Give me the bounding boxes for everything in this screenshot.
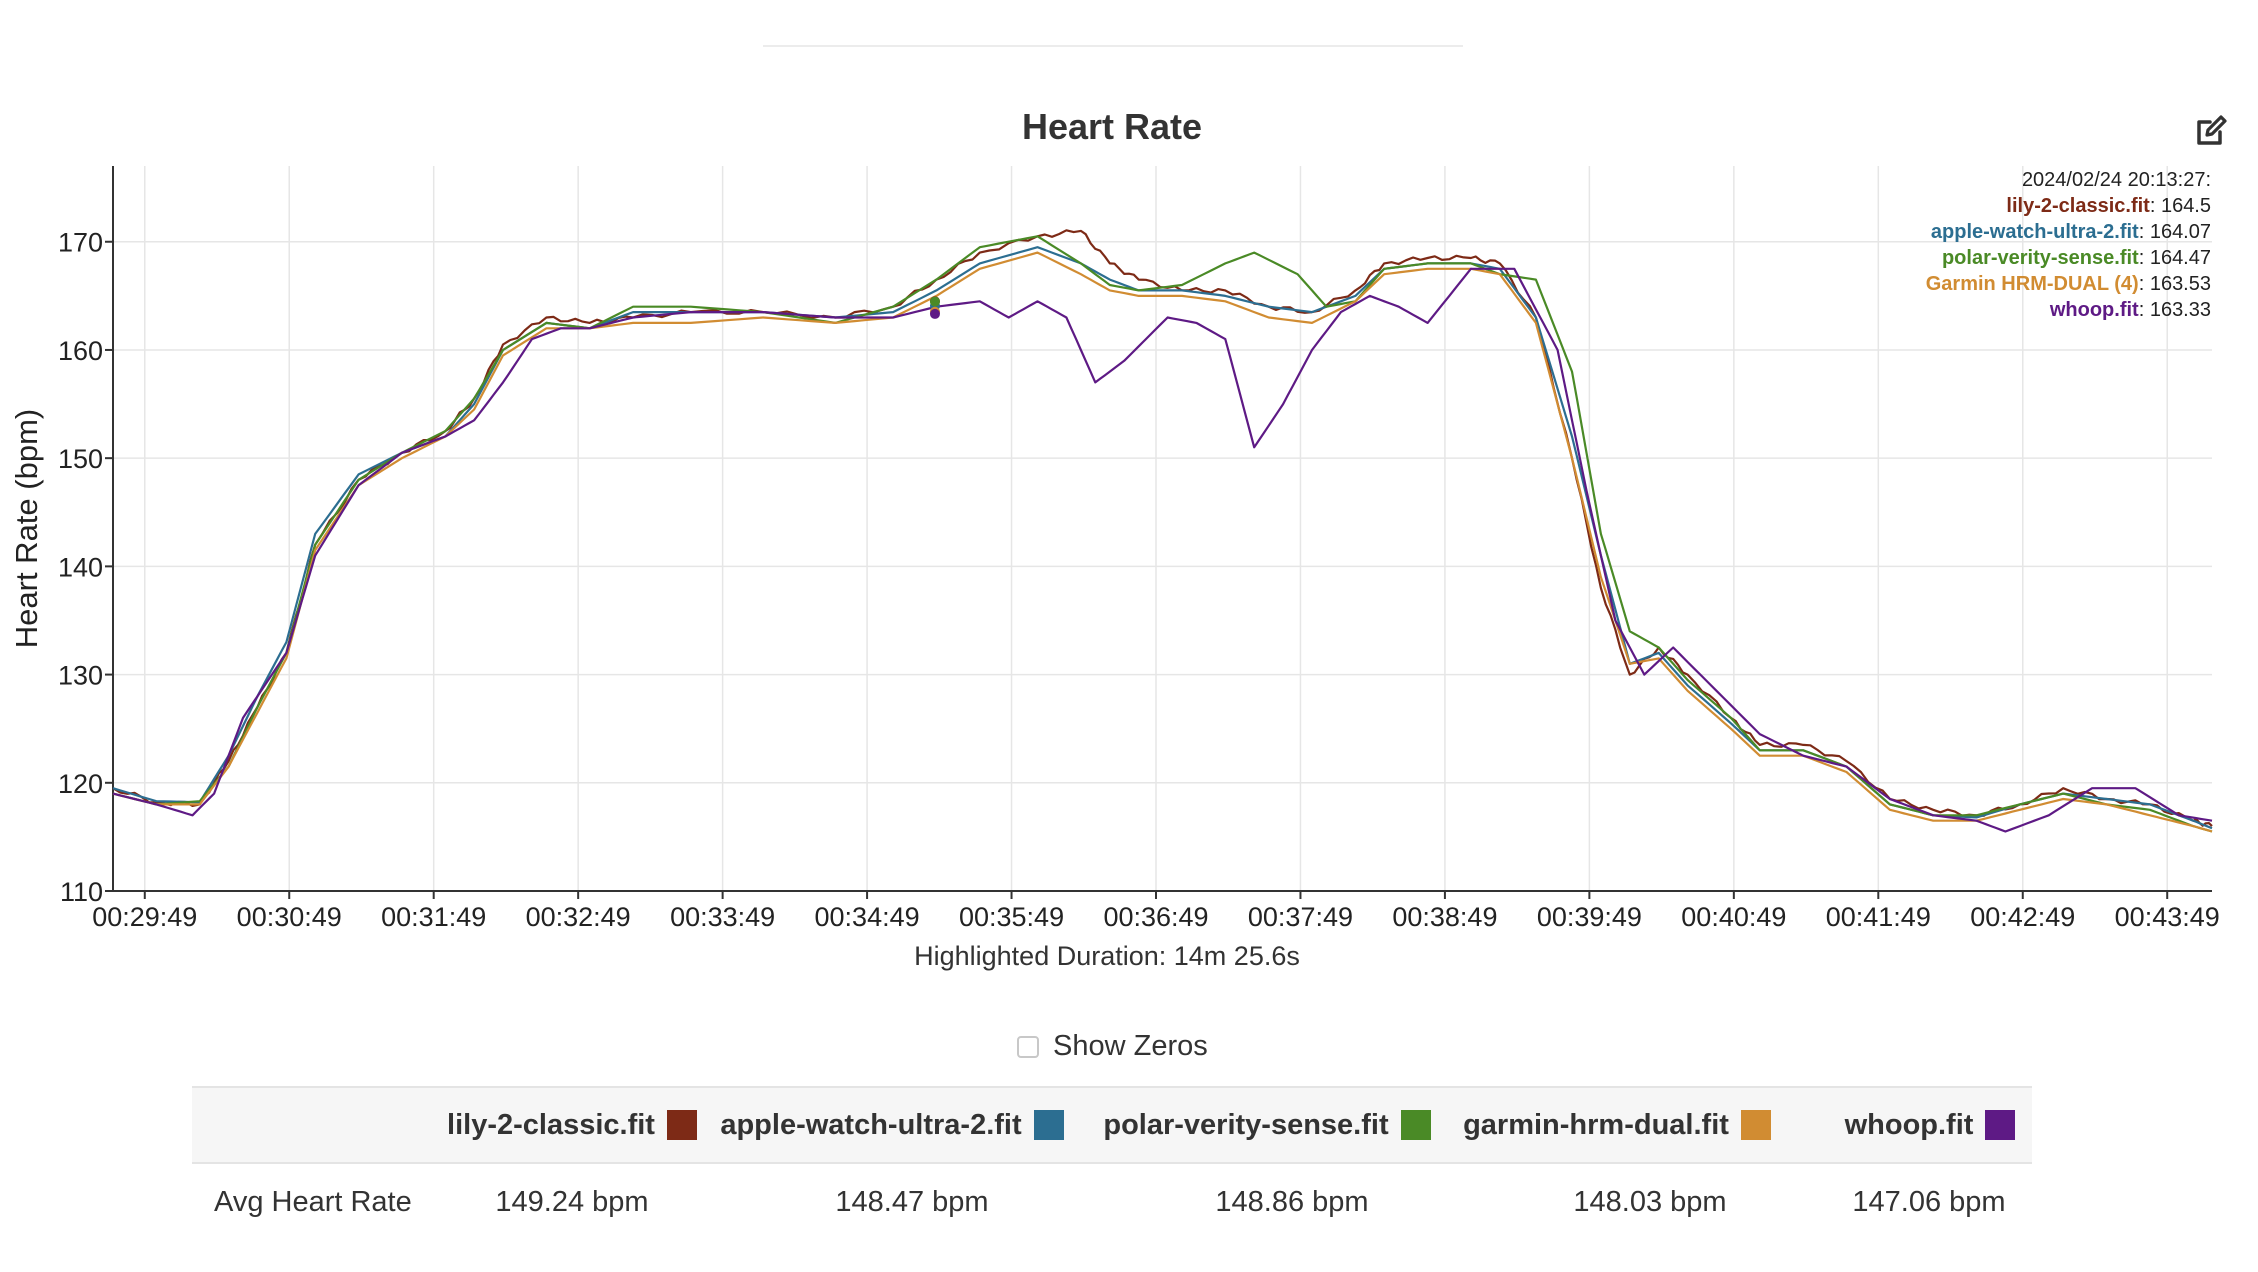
tooltip-entry: Garmin HRM-DUAL (4): 163.53 (1926, 273, 2211, 295)
stats-table: lily-2-classic.fit apple-watch-ultra-2.fi… (192, 1086, 2032, 1240)
series-line-1 (112, 246, 2213, 830)
column-header: garmin-hrm-dual.fit (1357, 1088, 1877, 1162)
x-tick-label: 00:39:49 (1537, 902, 1642, 932)
x-tick-label: 00:35:49 (959, 902, 1064, 932)
x-tick-label: 00:29:49 (92, 902, 197, 932)
column-header: lily-2-classic.fit (312, 1088, 832, 1162)
x-tick-label: 00:34:49 (815, 902, 920, 932)
legend-swatch (1985, 1110, 2016, 1140)
tooltip-timestamp: 2024/02/24 20:13:27: (2022, 169, 2211, 191)
tooltip-series-name: Garmin HRM-DUAL (4) (1926, 273, 2139, 295)
top-divider (763, 45, 1463, 47)
tooltip-entry: lily-2-classic.fit: 164.5 (2006, 195, 2211, 217)
column-header-label: garmin-hrm-dual.fit (1463, 1108, 1729, 1141)
legend-swatch (1740, 1110, 1771, 1140)
avg-heart-rate-value: 148.03 bpm (1573, 1185, 1727, 1218)
show-zeros-checkbox[interactable] (1017, 1035, 1039, 1058)
x-tick-label: 00:36:49 (1103, 902, 1208, 932)
row-label: Avg Heart Rate (214, 1185, 412, 1218)
x-tick-label: 00:32:49 (526, 902, 631, 932)
legend-swatch (1033, 1110, 1064, 1140)
tooltip-series-value: : 163.53 (2139, 273, 2211, 295)
heart-rate-chart[interactable]: 110 120 130 140 150 160 170 00:29:49 00:30:49 00:… (0, 0, 2258, 1000)
tooltip-series-name: lily-2-classic.fit (2006, 195, 2150, 217)
x-tick-label: 00:33:49 (670, 902, 775, 932)
cursor-point (929, 308, 940, 319)
column-header-label: whoop.fit (1844, 1108, 1974, 1141)
avg-heart-rate-value: 149.24 bpm (495, 1185, 649, 1218)
column-header: whoop.fit (1670, 1088, 2190, 1162)
column-header: polar-verity-sense.fit (1007, 1088, 1527, 1162)
x-tick-label: 00:42:49 (1970, 902, 2075, 932)
highlighted-duration: Highlighted Duration: 14m 25.6s (914, 941, 1300, 971)
series-line-0 (112, 229, 2213, 827)
tooltip-entry: polar-verity-sense.fit: 164.47 (1942, 247, 2211, 269)
series-line-3 (112, 251, 2213, 833)
x-tick-label: 00:30:49 (237, 902, 342, 932)
x-tick-label: 00:38:49 (1392, 902, 1497, 932)
x-tick-label: 00:37:49 (1248, 902, 1353, 932)
y-tick-label: 150 (58, 444, 103, 474)
tooltip-entry: apple-watch-ultra-2.fit: 164.07 (1931, 221, 2211, 243)
y-tick-label: 170 (58, 228, 103, 258)
tooltip-series-value: : 164.07 (2139, 221, 2211, 243)
column-header: apple-watch-ultra-2.fit (632, 1088, 1152, 1162)
tooltip-series-name: polar-verity-sense.fit (1942, 247, 2139, 269)
series-line-2 (112, 235, 2213, 833)
show-zeros-toggle[interactable]: Show Zeros (1017, 1030, 1208, 1063)
y-tick-label: 160 (58, 336, 103, 366)
column-header-label: apple-watch-ultra-2.fit (720, 1108, 1022, 1141)
x-tick-label: 00:41:49 (1826, 902, 1931, 932)
stats-header-row: lily-2-classic.fit apple-watch-ultra-2.fi… (192, 1086, 2032, 1164)
column-header-label: lily-2-classic.fit (447, 1108, 655, 1141)
y-axis-label: Heart Rate (bpm) (9, 409, 44, 648)
avg-heart-rate-value: 148.47 bpm (835, 1185, 989, 1218)
edit-icon[interactable] (2192, 112, 2230, 150)
legend-swatch (1400, 1110, 1431, 1140)
chart-title: Heart Rate (1022, 106, 1202, 147)
tooltip-series-value: : 164.47 (2139, 247, 2211, 269)
y-tick-label: 130 (58, 661, 103, 691)
x-tick-label: 00:43:49 (2115, 902, 2220, 932)
avg-heart-rate-value: 148.86 bpm (1215, 1185, 1369, 1218)
y-tick-label: 140 (58, 552, 103, 582)
tooltip-series-value: : 164.5 (2150, 195, 2211, 217)
tooltip-entry: whoop.fit: 163.33 (2049, 299, 2211, 321)
tooltip-series-name: apple-watch-ultra-2.fit (1931, 221, 2139, 243)
y-tick-label: 120 (58, 769, 103, 799)
legend-swatch (666, 1110, 697, 1140)
x-tick-label: 00:31:49 (381, 902, 486, 932)
table-row: Avg Heart Rate 149.24 bpm 148.47 bpm 148.8… (192, 1164, 2032, 1240)
tooltip-series-name: whoop.fit (2049, 299, 2139, 321)
cursor-point (929, 296, 940, 307)
avg-heart-rate-value: 147.06 bpm (1852, 1185, 2006, 1218)
series-line-4 (112, 267, 2213, 833)
y-tick-label: 110 (60, 877, 103, 907)
x-tick-label: 00:40:49 (1681, 902, 1786, 932)
tooltip-series-value: : 163.33 (2139, 299, 2211, 321)
show-zeros-label: Show Zeros (1053, 1030, 1208, 1062)
column-header-label: polar-verity-sense.fit (1103, 1108, 1389, 1141)
